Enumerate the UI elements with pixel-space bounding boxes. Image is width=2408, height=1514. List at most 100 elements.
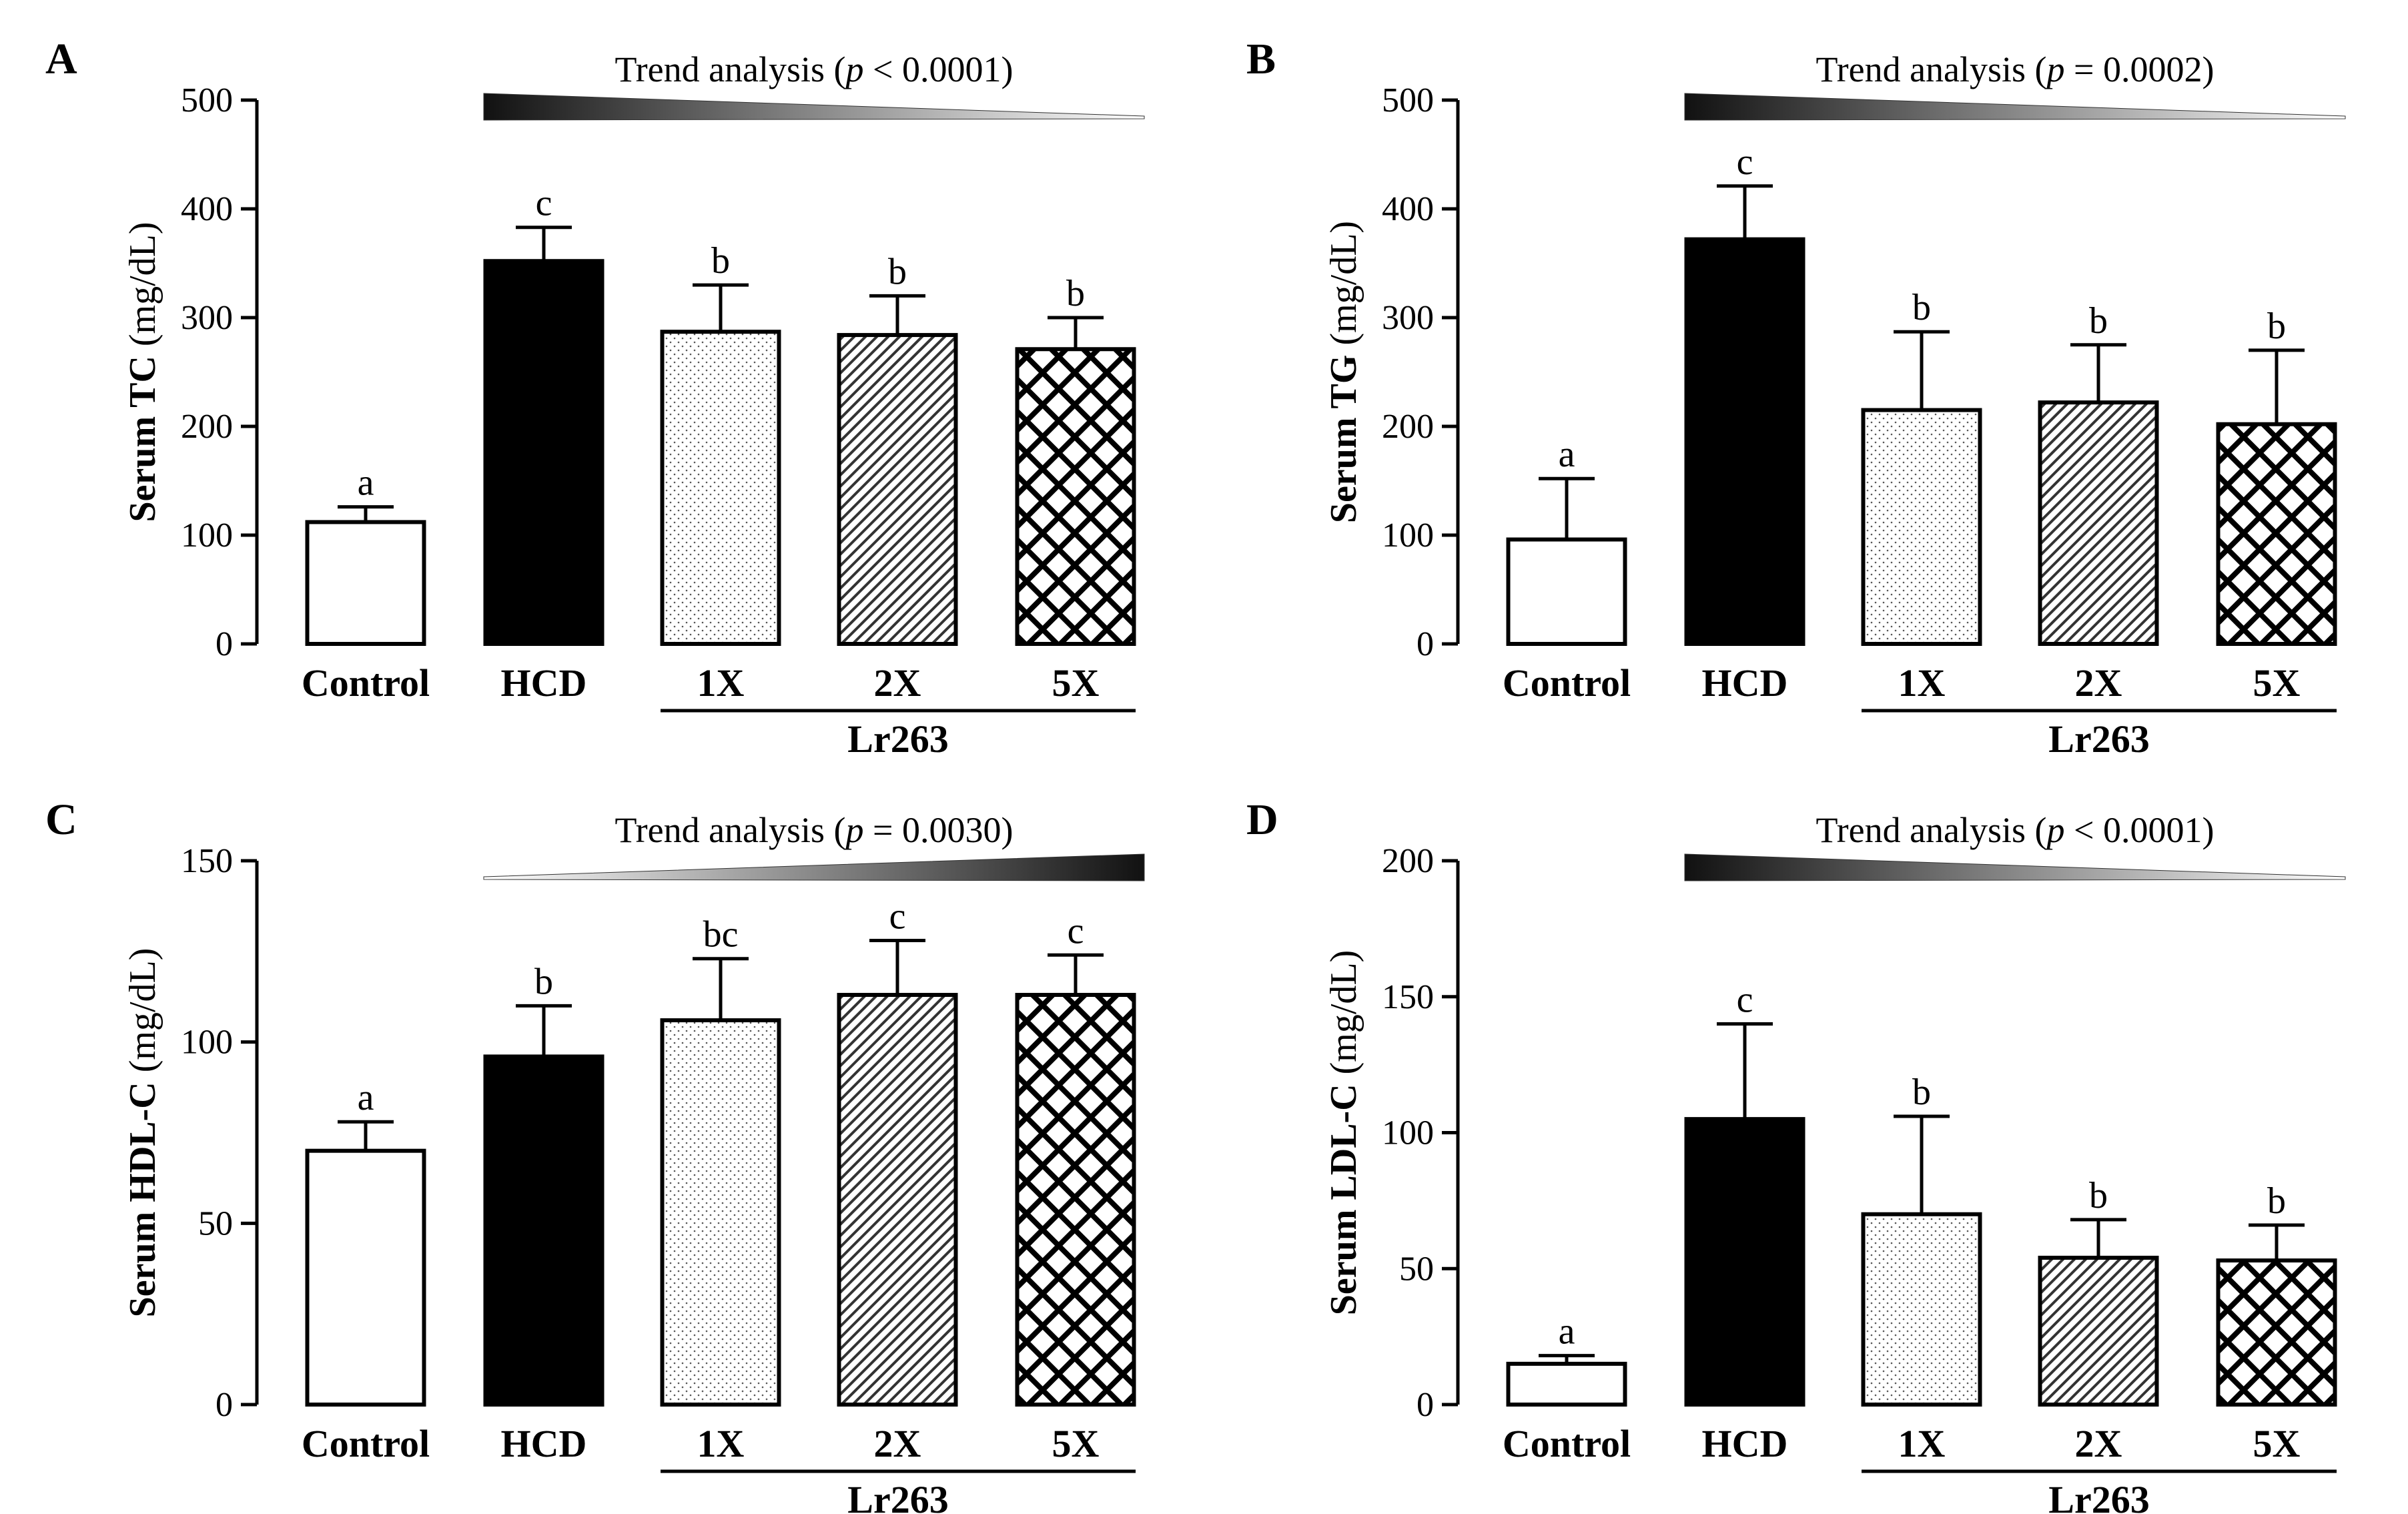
bar-hcd [1684,237,1805,646]
significance-label: b [1912,1072,1931,1113]
panel-letter: D [1246,795,1278,844]
x-category-label: Control [1503,1422,1631,1465]
bar-control [305,1148,426,1407]
y-tick-label: 400 [181,190,233,228]
y-tick-label: 150 [1382,978,1434,1016]
panel-letter: B [1246,35,1276,83]
bar-5x [1015,993,1136,1407]
y-tick-label: 150 [181,842,233,880]
bar-hcd [1684,1117,1805,1407]
significance-label: a [358,462,374,504]
y-tick-label: 0 [1417,625,1434,663]
trend-label: Trend analysis (p = 0.0030) [615,810,1014,850]
x-category-label: 1X [1898,1422,1946,1465]
bar-1x [1861,1212,1982,1407]
bar-2x [837,993,958,1407]
y-tick-label: 300 [181,299,233,337]
trend-label: Trend analysis (p < 0.0001) [1816,810,2215,850]
y-tick-label: 300 [1382,299,1434,337]
y-tick-label: 50 [198,1204,233,1242]
group-label: Lr263 [847,1478,948,1514]
x-category-label: HCD [501,1422,587,1465]
panel-letter: A [45,35,77,83]
y-tick-label: 100 [1382,516,1434,554]
panel-D: D 0 50 100 150 200 Serum LDL-C (mg/dL) Trend an… [1246,795,2346,1514]
bar-control [1506,1361,1627,1407]
significance-label: b [2267,306,2286,347]
significance-label: c [1737,141,1753,183]
significance-label: b [2089,1175,2108,1216]
bar-5x [2216,422,2337,646]
significance-label: c [1737,980,1753,1021]
significance-label: b [2089,300,2108,342]
bar-1x [660,330,781,646]
bar-2x [2038,1255,2159,1407]
x-category-label: Control [302,661,430,705]
significance-label: b [711,240,730,282]
x-category-label: 2X [2075,661,2122,705]
y-tick-label: 200 [1382,408,1434,446]
y-tick-label: 400 [1382,190,1434,228]
y-tick-label: 500 [181,81,233,119]
trend-wedge [1684,853,2346,881]
group-label: Lr263 [847,717,948,761]
y-tick-label: 50 [1399,1250,1434,1288]
x-category-label: Control [302,1422,430,1465]
y-tick-label: 200 [1382,842,1434,880]
y-tick-label: 100 [181,1024,233,1062]
x-category-label: 5X [2253,1422,2301,1465]
significance-label: b [888,251,907,292]
bar-5x [2216,1258,2337,1407]
x-category-label: 2X [2075,1422,2122,1465]
x-category-label: 1X [697,661,745,705]
group-label: Lr263 [2048,1478,2149,1514]
x-category-label: 5X [1052,661,1100,705]
y-axis-label: Serum TG (mg/dL) [1323,221,1364,523]
y-tick-label: 100 [1382,1114,1434,1152]
bar-control [1506,537,1627,647]
significance-label: a [1559,1311,1575,1353]
significance-label: c [536,183,552,224]
x-category-label: 2X [874,661,921,705]
bar-2x [837,333,958,646]
bar-hcd [483,259,605,646]
significance-label: b [2267,1180,2286,1222]
y-axis-label: Serum LDL-C (mg/dL) [1323,950,1364,1316]
x-category-label: HCD [501,661,587,705]
significance-label: c [889,896,906,937]
x-category-label: 2X [874,1422,921,1465]
significance-label: bc [703,914,739,956]
trend-label: Trend analysis (p < 0.0001) [615,49,1014,89]
bar-hcd [483,1054,605,1407]
y-tick-label: 0 [216,1386,233,1424]
bar-1x [1861,408,1982,646]
panel-B: B 0 100 200 300 400 500 Serum TG (mg/dL) Trend a… [1246,35,2346,761]
significance-label: c [1068,910,1084,952]
bar-2x [2038,400,2159,646]
significance-label: b [1912,287,1931,328]
x-category-label: HCD [1702,661,1788,705]
x-category-label: 1X [1898,661,1946,705]
group-label: Lr263 [2048,717,2149,761]
x-category-label: HCD [1702,1422,1788,1465]
trend-label: Trend analysis (p = 0.0002) [1816,49,2215,89]
panel-C: C 0 50 100 150 Serum HDL-C (mg/dL) Trend analy… [45,795,1145,1514]
y-tick-label: 0 [216,625,233,663]
trend-wedge [1684,93,2346,121]
x-category-label: 5X [2253,661,2301,705]
trend-wedge [483,853,1145,881]
y-tick-label: 100 [181,516,233,554]
trend-wedge [483,93,1145,121]
x-category-label: Control [1503,661,1631,705]
significance-label: a [358,1077,374,1118]
panel-letter: C [45,795,77,844]
y-tick-label: 500 [1382,81,1434,119]
significance-label: a [1559,434,1575,475]
y-tick-label: 0 [1417,1386,1434,1424]
y-axis-label: Serum HDL-C (mg/dL) [122,948,163,1318]
bar-1x [660,1018,781,1407]
y-axis-label: Serum TC (mg/dL) [122,222,163,522]
x-category-label: 5X [1052,1422,1100,1465]
panel-A: A 0 100 200 300 400 500 Serum TC (mg/dL) Trend a… [45,35,1145,761]
bar-control [305,520,426,646]
